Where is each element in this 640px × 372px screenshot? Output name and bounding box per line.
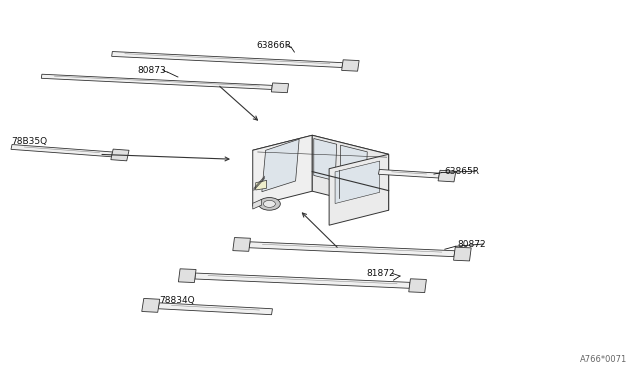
Polygon shape — [438, 170, 456, 182]
Polygon shape — [42, 74, 272, 89]
Text: 80873: 80873 — [138, 66, 166, 75]
Polygon shape — [342, 60, 359, 71]
Circle shape — [356, 201, 378, 213]
Text: 78B35Q: 78B35Q — [12, 137, 47, 146]
Polygon shape — [253, 199, 262, 209]
Polygon shape — [271, 83, 289, 93]
Polygon shape — [179, 269, 196, 283]
Polygon shape — [11, 145, 113, 157]
Polygon shape — [314, 138, 337, 181]
Polygon shape — [253, 135, 312, 206]
Polygon shape — [454, 247, 471, 261]
Polygon shape — [111, 149, 129, 161]
Polygon shape — [329, 154, 388, 225]
Polygon shape — [158, 303, 273, 315]
Polygon shape — [142, 298, 160, 312]
Polygon shape — [249, 242, 455, 257]
Text: 80872: 80872 — [458, 240, 486, 248]
Text: 63865R: 63865R — [445, 167, 480, 176]
Polygon shape — [256, 180, 267, 190]
Polygon shape — [111, 52, 343, 67]
Polygon shape — [312, 135, 388, 210]
Polygon shape — [262, 139, 299, 192]
Text: 81872: 81872 — [367, 269, 396, 278]
Circle shape — [264, 201, 275, 207]
Polygon shape — [233, 238, 250, 251]
Polygon shape — [195, 273, 410, 288]
Text: 63866R: 63866R — [256, 41, 291, 50]
Circle shape — [361, 203, 373, 210]
Polygon shape — [378, 170, 440, 178]
Polygon shape — [409, 279, 426, 292]
Polygon shape — [253, 135, 388, 169]
Circle shape — [259, 198, 280, 210]
Text: 78834Q: 78834Q — [159, 296, 195, 305]
Polygon shape — [335, 161, 380, 203]
Text: A766*0071: A766*0071 — [580, 355, 627, 364]
Polygon shape — [340, 145, 367, 188]
